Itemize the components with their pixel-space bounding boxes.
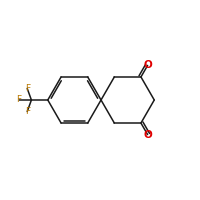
Text: F: F (25, 84, 30, 93)
Text: F: F (25, 107, 30, 116)
Text: O: O (143, 130, 152, 140)
Text: F: F (17, 96, 22, 104)
Text: O: O (143, 60, 152, 70)
